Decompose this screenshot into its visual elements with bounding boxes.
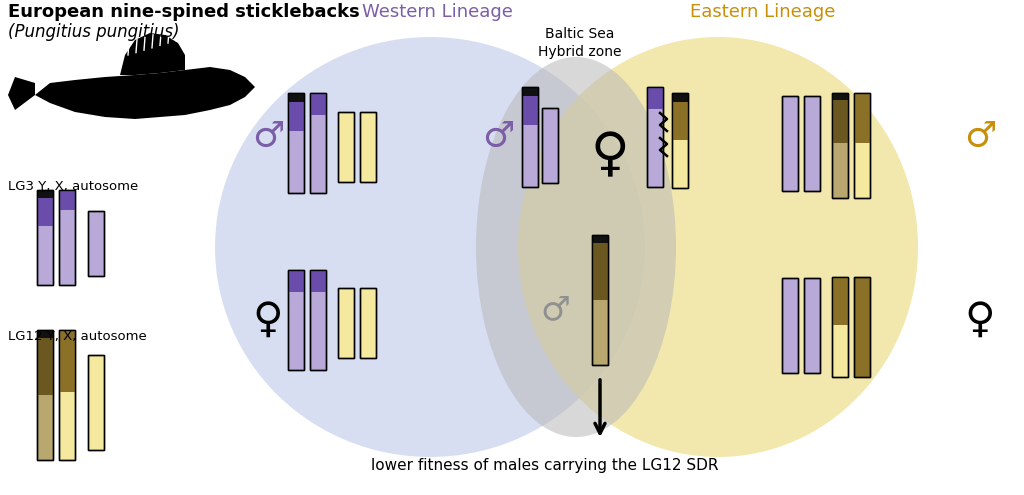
Bar xyxy=(288,270,304,370)
Polygon shape xyxy=(35,67,255,119)
Bar xyxy=(59,190,75,285)
Bar xyxy=(782,278,798,373)
Bar xyxy=(288,93,304,193)
Bar xyxy=(522,96,538,125)
Text: ♀: ♀ xyxy=(965,299,995,341)
Bar xyxy=(88,354,104,449)
Bar xyxy=(831,100,848,143)
Bar xyxy=(647,87,663,187)
Bar xyxy=(310,93,326,193)
Bar xyxy=(854,277,870,377)
Bar xyxy=(854,93,870,198)
Text: lower fitness of males carrying the LG12 SDR: lower fitness of males carrying the LG12… xyxy=(372,458,719,473)
Bar xyxy=(37,330,53,460)
Polygon shape xyxy=(120,33,185,75)
Bar xyxy=(59,330,75,393)
Bar xyxy=(522,87,538,187)
Bar xyxy=(672,93,688,102)
Bar xyxy=(288,270,304,292)
Bar xyxy=(59,190,75,285)
Bar xyxy=(804,278,820,373)
Bar xyxy=(59,330,75,460)
Text: ♀: ♀ xyxy=(591,129,630,181)
Ellipse shape xyxy=(215,37,645,457)
Bar xyxy=(338,112,354,182)
Bar xyxy=(522,87,538,187)
Bar xyxy=(360,288,376,358)
Bar xyxy=(672,102,688,140)
Bar xyxy=(37,190,53,285)
Bar xyxy=(831,277,848,377)
Bar xyxy=(672,93,688,188)
Bar xyxy=(647,87,663,187)
Bar xyxy=(831,93,848,198)
Bar xyxy=(522,87,538,96)
Text: ♂: ♂ xyxy=(482,120,514,154)
Polygon shape xyxy=(185,93,210,110)
Bar xyxy=(37,190,53,198)
Bar xyxy=(360,112,376,182)
Bar xyxy=(542,107,558,183)
Bar xyxy=(360,288,376,358)
Text: Western Lineage: Western Lineage xyxy=(362,3,513,21)
Bar xyxy=(288,102,304,131)
Bar xyxy=(37,330,53,460)
Text: ♀: ♀ xyxy=(253,299,284,341)
Bar xyxy=(542,107,558,183)
Polygon shape xyxy=(8,77,35,110)
Bar xyxy=(310,270,326,292)
Bar xyxy=(37,338,53,395)
Bar xyxy=(804,96,820,191)
Text: ♂: ♂ xyxy=(252,120,285,154)
Bar xyxy=(647,87,663,109)
Bar xyxy=(831,277,848,377)
Bar xyxy=(592,243,608,300)
Bar xyxy=(88,210,104,276)
Bar xyxy=(360,112,376,182)
Bar xyxy=(288,93,304,102)
Bar xyxy=(854,93,870,143)
Text: LG3 Y, X, autosome: LG3 Y, X, autosome xyxy=(8,180,138,193)
Text: ♂: ♂ xyxy=(540,294,570,327)
Bar xyxy=(831,93,848,198)
Bar xyxy=(37,330,53,338)
Bar xyxy=(831,93,848,100)
Bar xyxy=(310,93,326,193)
Ellipse shape xyxy=(518,37,918,457)
Bar xyxy=(37,190,53,285)
Bar xyxy=(59,190,75,210)
Bar xyxy=(854,277,870,377)
Bar xyxy=(592,235,608,365)
Bar xyxy=(592,235,608,243)
Text: ♂: ♂ xyxy=(964,120,996,154)
Text: (Pungitius pungitius): (Pungitius pungitius) xyxy=(8,23,179,41)
Bar xyxy=(782,96,798,191)
Bar xyxy=(854,93,870,198)
Bar xyxy=(37,198,53,226)
Bar xyxy=(310,270,326,370)
Bar xyxy=(672,93,688,188)
Bar xyxy=(88,210,104,276)
Text: Baltic Sea
Hybrid zone: Baltic Sea Hybrid zone xyxy=(539,27,622,59)
Bar xyxy=(831,277,848,325)
Ellipse shape xyxy=(476,57,676,437)
Bar xyxy=(288,93,304,193)
Bar xyxy=(310,270,326,370)
Bar xyxy=(288,270,304,370)
Bar xyxy=(88,354,104,449)
Bar xyxy=(804,96,820,191)
Bar xyxy=(310,93,326,115)
Bar xyxy=(592,235,608,365)
Bar xyxy=(782,278,798,373)
Bar xyxy=(804,278,820,373)
Text: LG12 Y, X, autosome: LG12 Y, X, autosome xyxy=(8,330,146,343)
Bar xyxy=(338,288,354,358)
Text: Eastern Lineage: Eastern Lineage xyxy=(690,3,836,21)
Bar xyxy=(338,112,354,182)
Bar xyxy=(59,330,75,460)
Text: European nine-spined sticklebacks: European nine-spined sticklebacks xyxy=(8,3,359,21)
Bar xyxy=(782,96,798,191)
Bar xyxy=(338,288,354,358)
